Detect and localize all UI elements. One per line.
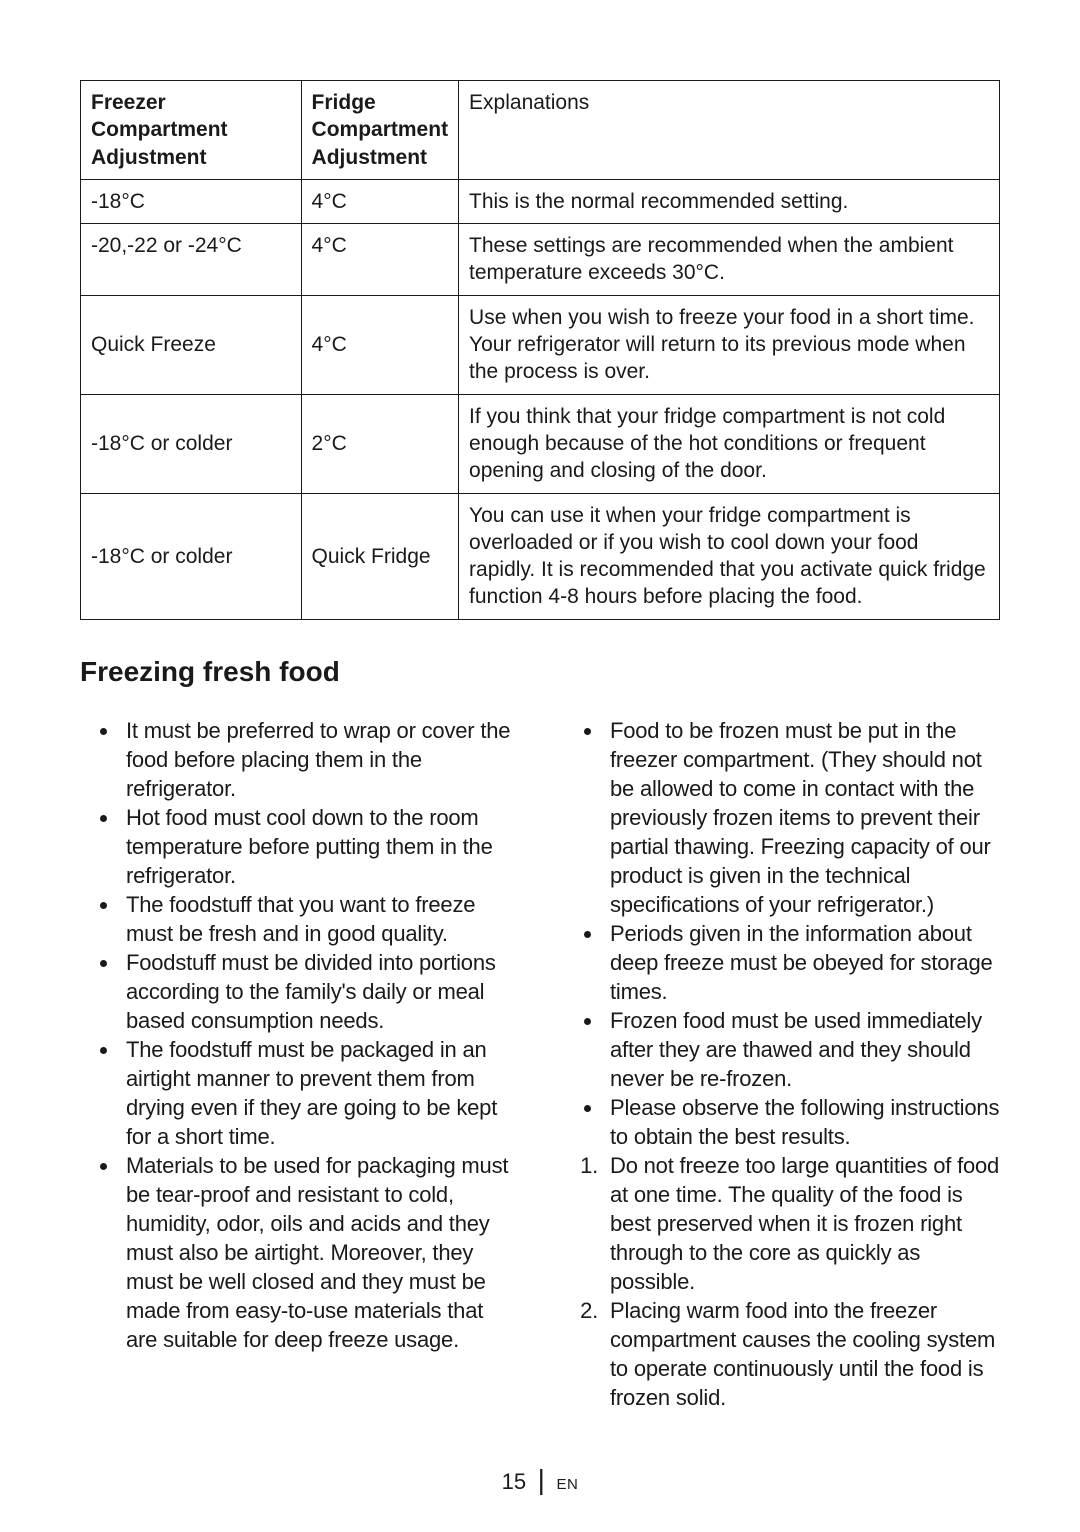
content-columns: It must be preferred to wrap or cover th… [80, 716, 1000, 1413]
list-item: Hot food must cool down to the room temp… [120, 803, 516, 890]
table-cell: 4°C [301, 179, 459, 223]
table-row: -18°C or colder2°CIf you think that your… [81, 394, 1000, 493]
table-cell: 4°C [301, 295, 459, 394]
list-item: Please observe the following instruction… [604, 1093, 1000, 1151]
table-row: Quick Freeze4°CUse when you wish to free… [81, 295, 1000, 394]
settings-table: Freezer Compartment Adjustment Fridge Co… [80, 80, 1000, 620]
table-cell: -18°C or colder [81, 493, 302, 619]
list-item: The foodstuff that you want to freeze mu… [120, 890, 516, 948]
table-cell: 2°C [301, 394, 459, 493]
table-row: -20,-22 or -24°C4°CThese settings are re… [81, 224, 1000, 296]
col-header-explanations: Explanations [459, 81, 1000, 180]
table-cell: -18°C or colder [81, 394, 302, 493]
table-cell: 4°C [301, 224, 459, 296]
table-cell: If you think that your fridge compartmen… [459, 394, 1000, 493]
right-bullet-list: Food to be frozen must be put in the fre… [564, 716, 1000, 1151]
page-footer: 15 | EN [0, 1464, 1080, 1496]
list-item: Periods given in the information about d… [604, 919, 1000, 1006]
right-numbered-list: Do not freeze too large quantities of fo… [564, 1151, 1000, 1412]
table-cell: Quick Fridge [301, 493, 459, 619]
table-cell: Use when you wish to freeze your food in… [459, 295, 1000, 394]
left-column: It must be preferred to wrap or cover th… [80, 716, 516, 1413]
right-column: Food to be frozen must be put in the fre… [564, 716, 1000, 1413]
list-item: Materials to be used for packaging must … [120, 1151, 516, 1354]
page-number: 15 [502, 1469, 526, 1494]
table-cell: Quick Freeze [81, 295, 302, 394]
table-cell: These settings are recommended when the … [459, 224, 1000, 296]
table-row: -18°C4°CThis is the normal recommended s… [81, 179, 1000, 223]
list-item: Frozen food must be used immediately aft… [604, 1006, 1000, 1093]
list-item: It must be preferred to wrap or cover th… [120, 716, 516, 803]
col-header-fridge: Fridge Compartment Adjustment [301, 81, 459, 180]
table-cell: -18°C [81, 179, 302, 223]
page-language: EN [557, 1476, 579, 1493]
table-cell: -20,-22 or -24°C [81, 224, 302, 296]
list-item: The foodstuff must be packaged in an air… [120, 1035, 516, 1151]
list-item: Do not freeze too large quantities of fo… [604, 1151, 1000, 1296]
table-row: -18°C or colderQuick FridgeYou can use i… [81, 493, 1000, 619]
list-item: Placing warm food into the freezer compa… [604, 1296, 1000, 1412]
col-header-freezer: Freezer Compartment Adjustment [81, 81, 302, 180]
list-item: Foodstuff must be divided into portions … [120, 948, 516, 1035]
footer-separator: | [538, 1464, 545, 1495]
left-bullet-list: It must be preferred to wrap or cover th… [80, 716, 516, 1355]
table-cell: This is the normal recommended setting. [459, 179, 1000, 223]
list-item: Food to be frozen must be put in the fre… [604, 716, 1000, 919]
table-cell: You can use it when your fridge compartm… [459, 493, 1000, 619]
section-title: Freezing fresh food [80, 656, 1000, 688]
